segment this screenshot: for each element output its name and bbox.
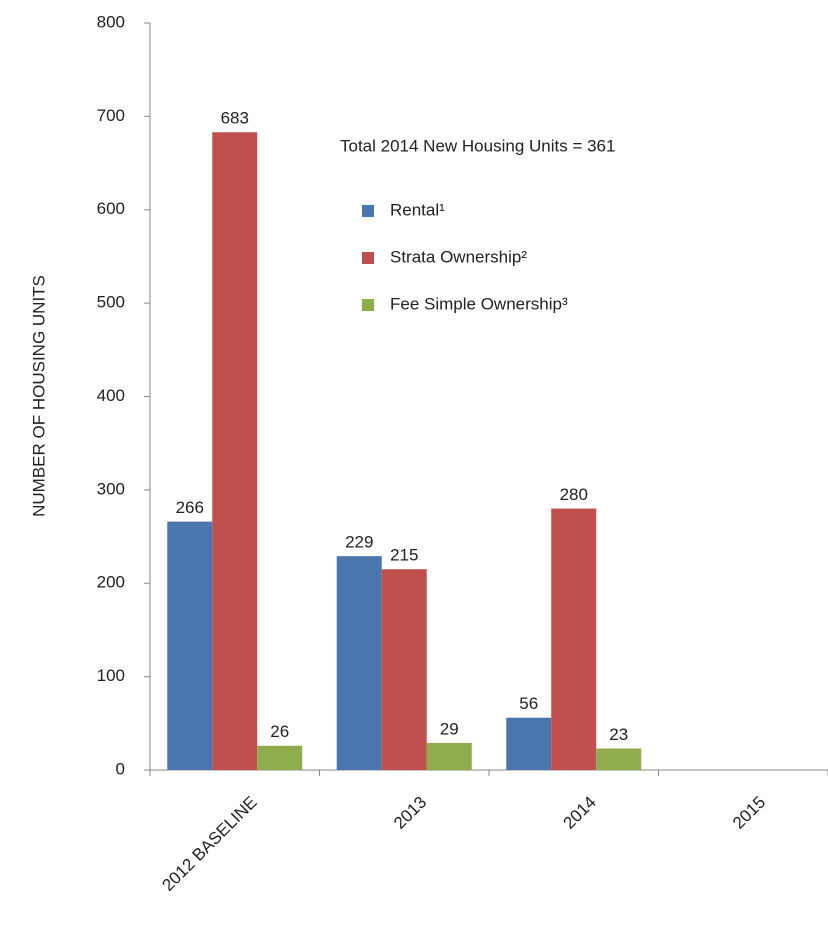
bar: [381, 569, 427, 770]
value-label: 683: [221, 109, 249, 128]
legend-swatch: [362, 252, 374, 264]
y-tick-label: 300: [97, 479, 125, 498]
value-label: 266: [176, 498, 204, 517]
x-tick-label: 2014: [560, 793, 600, 833]
x-tick-label: 2013: [390, 793, 430, 833]
x-tick-label: 2012 BASELINE: [158, 793, 260, 895]
legend-label: Fee Simple Ownership³: [390, 294, 568, 313]
bar: [506, 717, 552, 770]
y-tick-label: 400: [97, 386, 125, 405]
x-tick-label: 2015: [729, 793, 769, 833]
bar: [596, 748, 642, 770]
value-label: 26: [270, 722, 289, 741]
value-label: 56: [519, 694, 538, 713]
value-label: 280: [560, 485, 588, 504]
bar: [167, 521, 213, 770]
legend-swatch: [362, 205, 374, 217]
legend-swatch: [362, 299, 374, 311]
y-tick-label: 0: [116, 759, 125, 778]
bar: [212, 132, 258, 770]
y-axis-label: NUMBER OF HOUSING UNITS: [29, 275, 48, 517]
y-tick-label: 700: [97, 106, 125, 125]
legend-label: Rental¹: [390, 200, 445, 219]
legend-label: Strata Ownership²: [390, 247, 527, 266]
value-label: 23: [609, 725, 628, 744]
y-tick-label: 600: [97, 199, 125, 218]
y-tick-label: 800: [97, 12, 125, 31]
y-tick-label: 200: [97, 573, 125, 592]
bar: [336, 556, 382, 770]
value-label: 229: [345, 533, 373, 552]
annotation: Total 2014 New Housing Units = 361: [340, 136, 615, 155]
bar: [551, 508, 597, 770]
bar: [257, 745, 303, 770]
bar: [426, 742, 472, 770]
y-tick-label: 500: [97, 293, 125, 312]
y-tick-label: 100: [97, 666, 125, 685]
value-label: 215: [390, 546, 418, 565]
value-label: 29: [440, 719, 459, 738]
